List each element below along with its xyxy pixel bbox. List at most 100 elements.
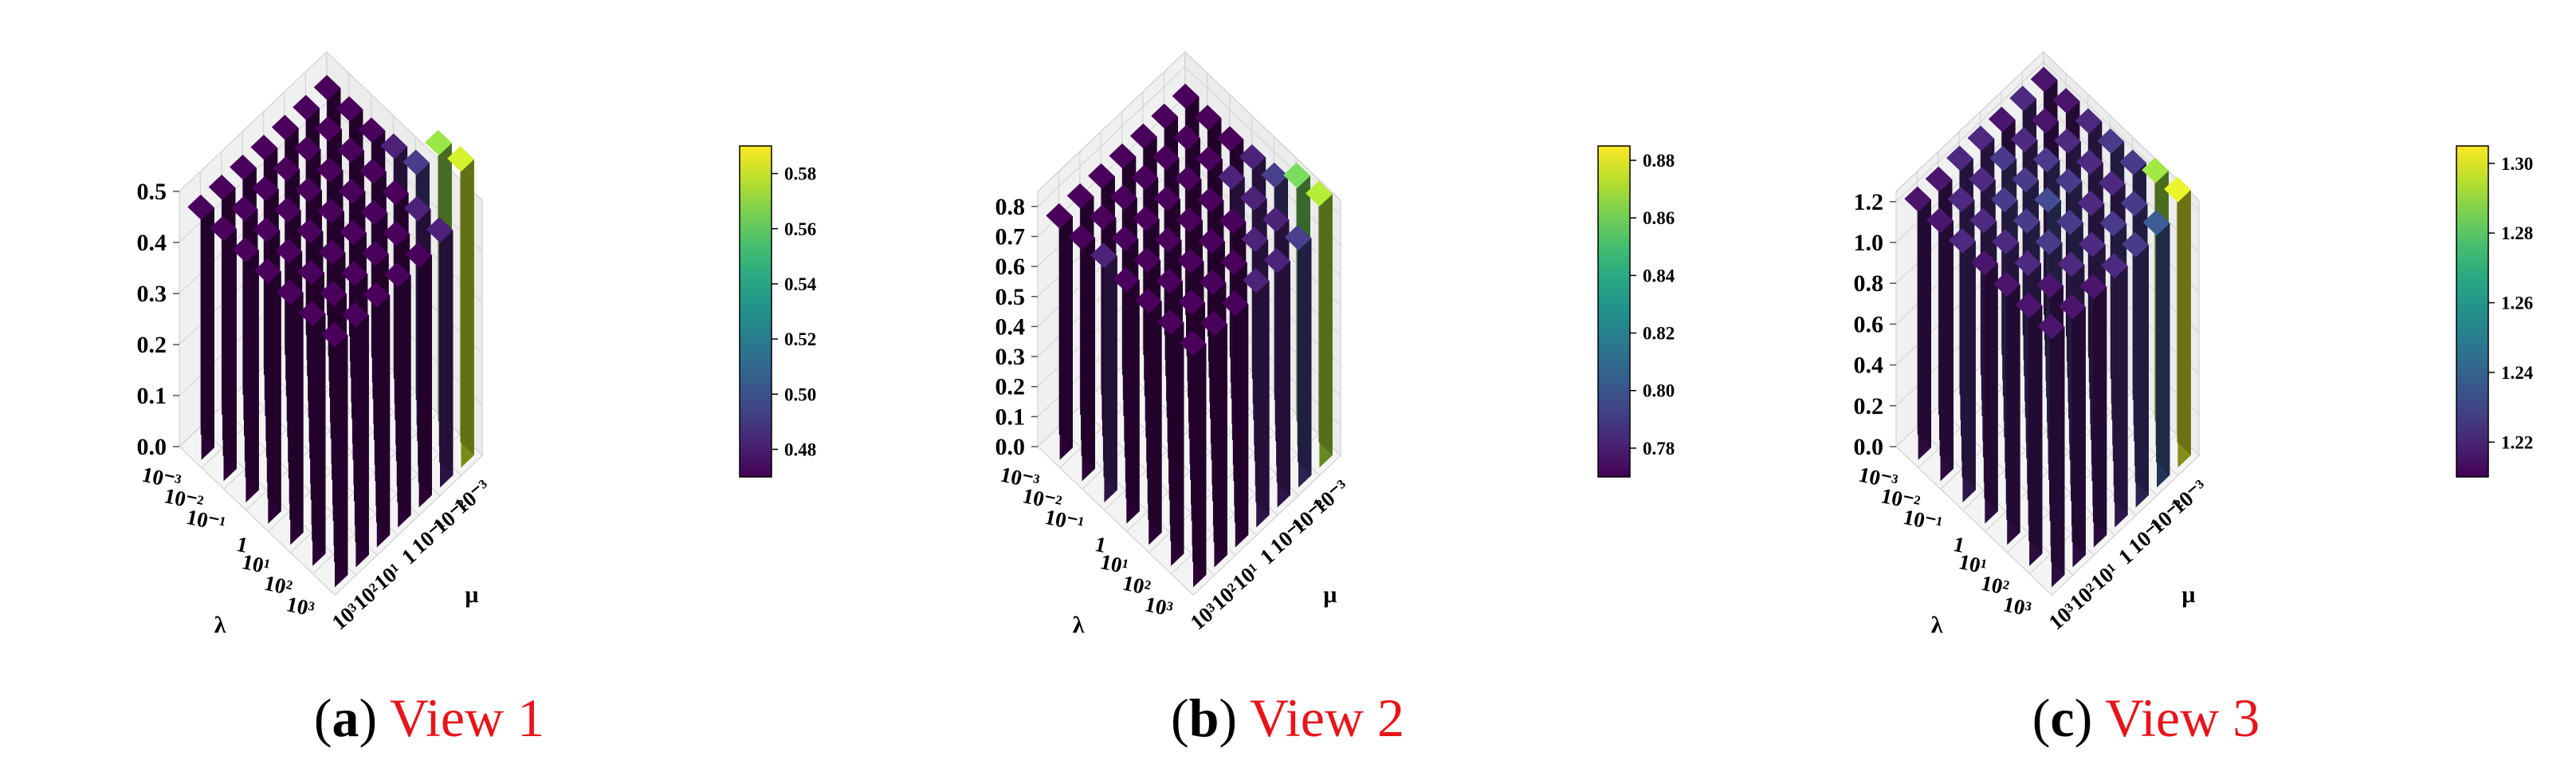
bar-top-face [405, 242, 432, 268]
bar-top-face [2035, 229, 2063, 255]
bar-top-face [1156, 309, 1184, 335]
bar [187, 195, 214, 460]
bar-top-face [275, 238, 303, 264]
z-axis: 0.0 0.2 0.4 0.6 0.8 1.0 1.2 [1854, 189, 1896, 460]
x-tick-label: 10² [262, 571, 295, 601]
bar-side-face [1255, 267, 1270, 515]
colorbar-tick-label: 0.84 [1643, 266, 1675, 286]
bar-top-face [1967, 125, 1995, 152]
bar-side-face [1984, 250, 1998, 512]
bar [232, 237, 259, 502]
bar-top-face [2122, 231, 2149, 258]
bar [2122, 231, 2149, 508]
colorbar-tick-label: 1.24 [2501, 363, 2534, 383]
bar-side-face [1917, 186, 1931, 448]
bar-top-face [1176, 207, 1203, 233]
bars [187, 75, 474, 588]
bar-top-face [1261, 162, 1288, 188]
bar-top-face [208, 175, 236, 200]
bar [1200, 310, 1227, 568]
grid-line [2051, 455, 2200, 596]
bar-top-face [1194, 104, 1222, 131]
colorbar-tick-label: 0.56 [784, 219, 816, 239]
z-tick-label: 0.0 [137, 434, 167, 460]
bar-top-face [336, 96, 363, 122]
bar-side-face [312, 301, 326, 554]
x-tick-label: 10¹ [1098, 550, 1131, 579]
bar-top-face [1153, 186, 1180, 212]
bar-side-face [1103, 242, 1117, 490]
z-axis: 0.0 0.1 0.2 0.3 0.4 0.5 [137, 179, 179, 460]
z-tick-label: 0.8 [1854, 270, 1884, 297]
bar-top-face [1947, 187, 1975, 213]
bar [2142, 210, 2170, 488]
bar-top-face [1218, 164, 1245, 190]
caption-view-2: (b) View 2 [1170, 687, 1405, 748]
z-tick-label: 0.4 [137, 230, 167, 256]
bar-side-face [2134, 231, 2149, 495]
bar-top-face [253, 217, 281, 243]
colorbar-tick-label: 0.78 [1643, 439, 1675, 459]
x-tick-label: 1 [1951, 532, 1966, 557]
bar-side-face [334, 321, 348, 575]
bar-top-face [1221, 290, 1249, 317]
bar-top-face [271, 115, 299, 140]
bar [405, 242, 432, 508]
bar-side-face [2028, 292, 2043, 554]
bar-top-face [250, 135, 278, 160]
bar-top-face [425, 130, 452, 156]
bar-side-face [222, 215, 237, 469]
bar-top-face [2037, 313, 2065, 340]
x-tick-label: 1 [234, 532, 249, 557]
bar-top-face [298, 301, 326, 326]
colorbar-tick-label: 1.30 [2501, 154, 2533, 174]
bar-top-face [360, 199, 388, 226]
z-tick-label: 0.2 [137, 332, 167, 358]
y-axis-label: μ [1323, 581, 1337, 608]
z-axis: 0.0 0.1 0.2 0.3 0.4 0.5 0.6 0.7 0.8 [995, 194, 1038, 460]
bar-top-face [403, 195, 431, 222]
bar [1046, 203, 1073, 460]
y-axis-label: μ [465, 581, 478, 608]
bar-side-face [2156, 210, 2170, 475]
z-tick-label: 0.1 [995, 404, 1026, 430]
bar-top-face [273, 197, 301, 223]
bar-top-face [1109, 143, 1137, 169]
bar-top-face [1156, 268, 1183, 294]
z-tick-label: 0.0 [995, 434, 1026, 460]
z-tick-label: 0.3 [137, 281, 167, 307]
bar-top-face [2119, 149, 2146, 175]
bar-top-face [2052, 88, 2080, 114]
bar-side-face [267, 258, 281, 512]
bar-top-face [1198, 228, 1225, 254]
caption-title: View 2 [1249, 687, 1405, 748]
z-tick-label: 1.0 [1854, 230, 1884, 256]
bar-top-face [1993, 271, 2020, 297]
bar-top-face [1196, 146, 1223, 172]
bar-top-face [447, 146, 474, 172]
bar3d-chart-view-2: 0.00.10.20.30.40.50.60.70.810⁻³10⁻²10⁻¹1… [995, 50, 1675, 638]
bar [2037, 313, 2065, 588]
z-tick-label: 0.6 [995, 254, 1026, 280]
x-axis-label: λ [214, 612, 226, 638]
bar-side-face [1213, 310, 1227, 555]
bar-top-face [295, 177, 322, 203]
bar-side-face [2114, 253, 2128, 515]
bar-top-face [1971, 250, 1998, 276]
bar-side-face [1234, 290, 1249, 535]
bar [447, 146, 474, 468]
bar-top-face [342, 301, 369, 328]
z-tick-label: 0.7 [995, 223, 1026, 250]
bar-top-face [1239, 144, 1266, 170]
colorbar-tick-label: 0.54 [784, 274, 817, 294]
z-tick-label: 0.3 [995, 344, 1026, 370]
x-tick-label: 1 [1093, 532, 1108, 557]
colorbar-tick-label: 0.48 [784, 439, 816, 459]
bar-top-face [1090, 242, 1117, 269]
colorbar-gradient [2456, 145, 2489, 478]
bar-top-face [1992, 229, 2020, 255]
bar-top-face [402, 149, 430, 175]
bar-top-face [1989, 145, 2017, 171]
z-tick-label: 0.4 [1854, 353, 1884, 379]
colorbar-tick-label: 0.52 [784, 329, 816, 349]
